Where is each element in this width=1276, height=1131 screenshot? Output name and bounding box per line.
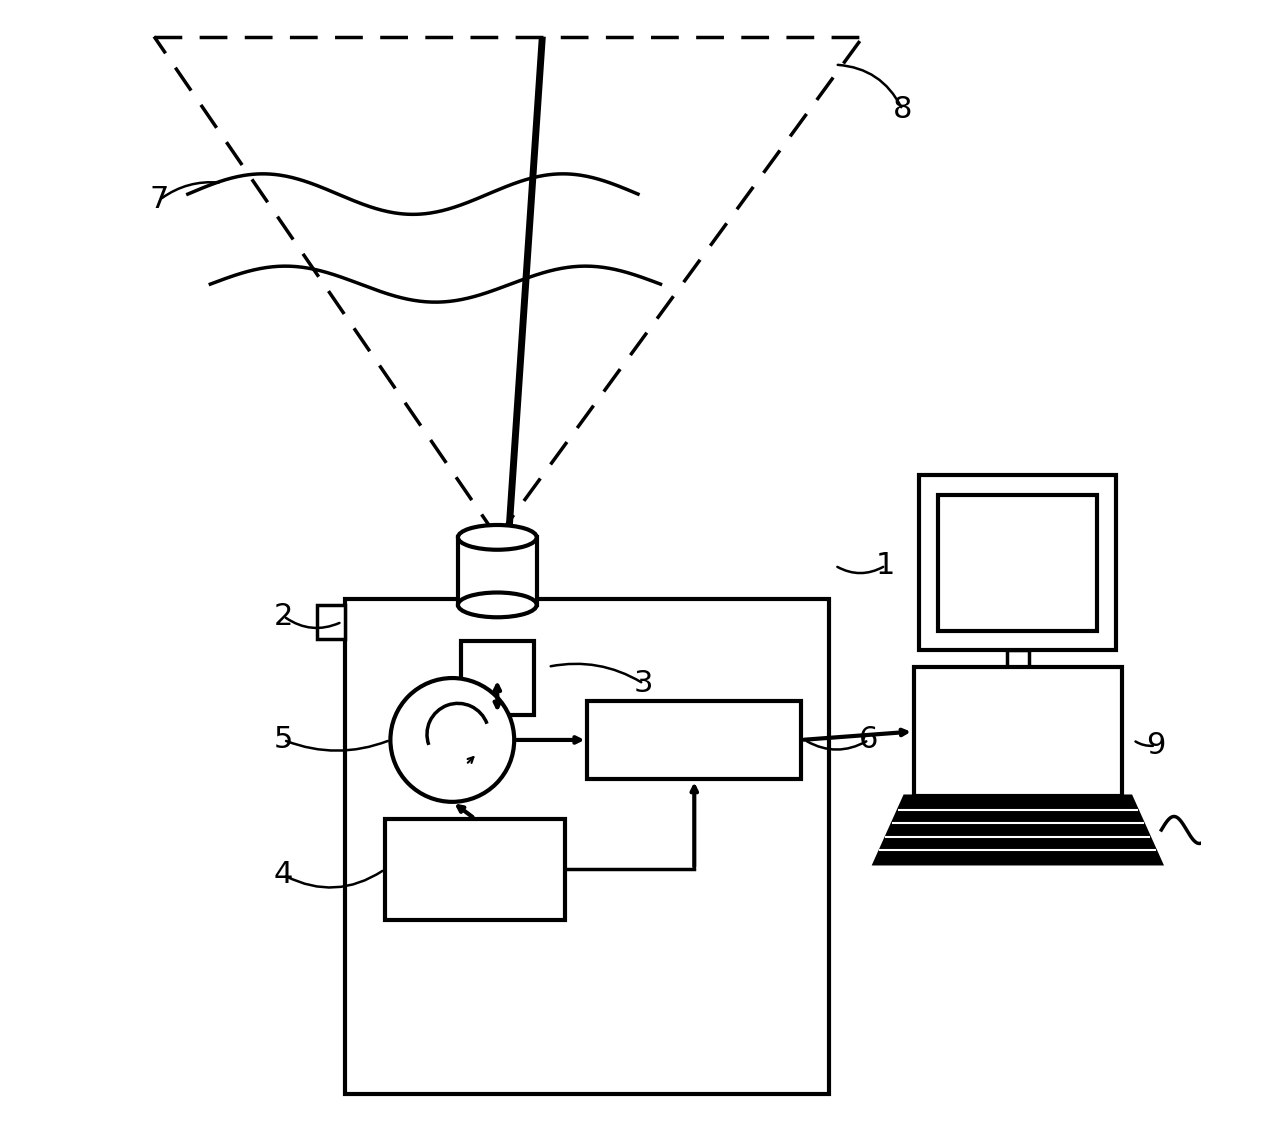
Polygon shape <box>920 475 1116 650</box>
Text: 8: 8 <box>893 95 912 124</box>
Polygon shape <box>458 537 537 605</box>
Ellipse shape <box>458 525 537 550</box>
Text: 2: 2 <box>274 602 293 631</box>
Polygon shape <box>385 819 565 920</box>
Ellipse shape <box>458 593 537 618</box>
Polygon shape <box>938 494 1097 631</box>
Polygon shape <box>874 796 1161 864</box>
Text: 7: 7 <box>151 185 170 214</box>
Text: 5: 5 <box>274 725 293 754</box>
Text: 6: 6 <box>859 725 878 754</box>
Text: 9: 9 <box>1146 731 1165 760</box>
Polygon shape <box>587 700 801 779</box>
Polygon shape <box>318 605 346 639</box>
Polygon shape <box>914 667 1122 796</box>
Text: 3: 3 <box>634 670 653 698</box>
Text: 1: 1 <box>875 551 896 580</box>
Polygon shape <box>461 641 533 715</box>
Text: 4: 4 <box>274 861 293 889</box>
Circle shape <box>390 679 514 802</box>
